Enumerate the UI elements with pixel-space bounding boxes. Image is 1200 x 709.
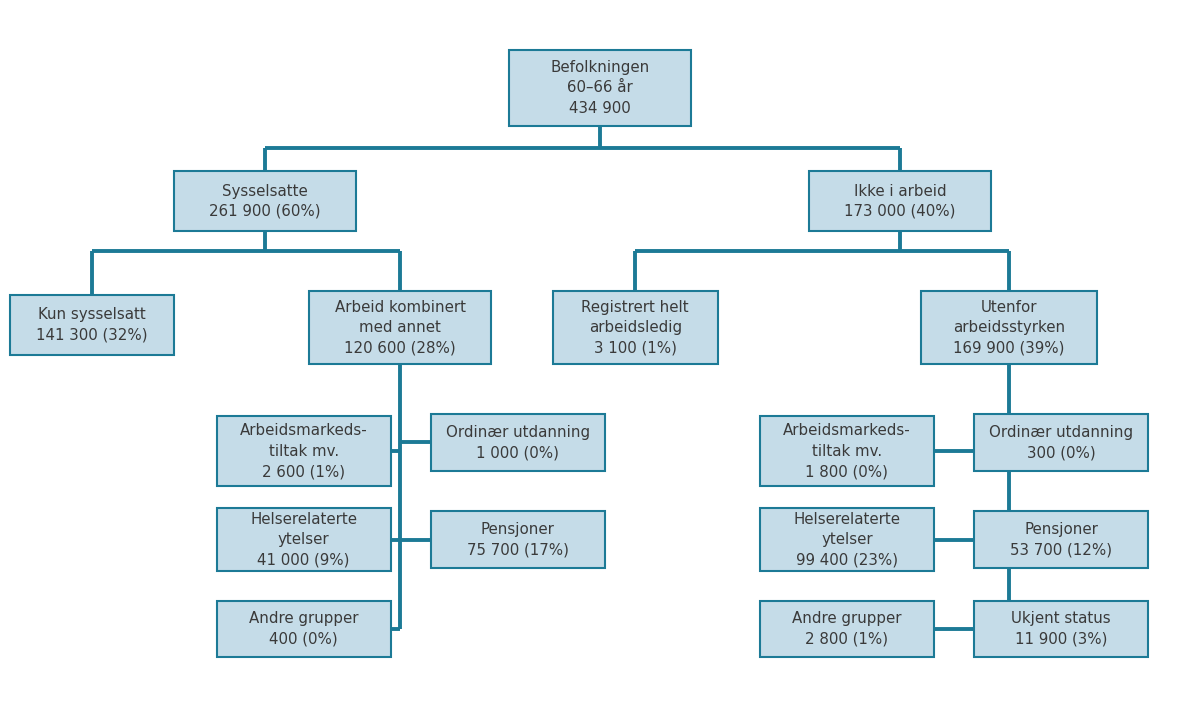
Text: Registrert helt
arbeidsledig
3 100 (1%): Registrert helt arbeidsledig 3 100 (1%): [582, 300, 689, 356]
FancyBboxPatch shape: [431, 511, 605, 568]
FancyBboxPatch shape: [308, 291, 491, 364]
Text: Andre grupper
400 (0%): Andre grupper 400 (0%): [248, 611, 359, 647]
FancyBboxPatch shape: [553, 291, 718, 364]
Text: Andre grupper
2 800 (1%): Andre grupper 2 800 (1%): [792, 611, 901, 647]
Text: Arbeidsmarkeds-
tiltak mv.
2 600 (1%): Arbeidsmarkeds- tiltak mv. 2 600 (1%): [240, 423, 367, 479]
FancyBboxPatch shape: [922, 291, 1098, 364]
Text: Helserelaterte
ytelser
99 400 (23%): Helserelaterte ytelser 99 400 (23%): [793, 512, 900, 568]
Text: Ikke i arbeid
173 000 (40%): Ikke i arbeid 173 000 (40%): [844, 184, 955, 219]
Text: Utenfor
arbeidsstyrken
169 900 (39%): Utenfor arbeidsstyrken 169 900 (39%): [953, 300, 1066, 356]
FancyBboxPatch shape: [974, 511, 1148, 568]
FancyBboxPatch shape: [217, 601, 391, 657]
FancyBboxPatch shape: [974, 601, 1148, 657]
Text: Helserelaterte
ytelser
41 000 (9%): Helserelaterte ytelser 41 000 (9%): [250, 512, 358, 568]
FancyBboxPatch shape: [217, 508, 391, 571]
FancyBboxPatch shape: [809, 172, 991, 231]
Text: Pensjoner
75 700 (17%): Pensjoner 75 700 (17%): [467, 522, 569, 557]
Text: Pensjoner
53 700 (12%): Pensjoner 53 700 (12%): [1010, 522, 1112, 557]
FancyBboxPatch shape: [431, 414, 605, 471]
Text: Ordinær utdanning
300 (0%): Ordinær utdanning 300 (0%): [989, 425, 1133, 460]
FancyBboxPatch shape: [10, 294, 174, 354]
FancyBboxPatch shape: [509, 50, 691, 126]
Text: Ukjent status
11 900 (3%): Ukjent status 11 900 (3%): [1012, 611, 1111, 647]
Text: Arbeidsmarkeds-
tiltak mv.
1 800 (0%): Arbeidsmarkeds- tiltak mv. 1 800 (0%): [784, 423, 911, 479]
FancyBboxPatch shape: [760, 416, 934, 486]
FancyBboxPatch shape: [174, 172, 356, 231]
FancyBboxPatch shape: [760, 601, 934, 657]
Text: Sysselsatte
261 900 (60%): Sysselsatte 261 900 (60%): [209, 184, 320, 219]
FancyBboxPatch shape: [217, 416, 391, 486]
Text: Ordinær utdanning
1 000 (0%): Ordinær utdanning 1 000 (0%): [445, 425, 589, 460]
FancyBboxPatch shape: [760, 508, 934, 571]
FancyBboxPatch shape: [974, 414, 1148, 471]
Text: Befolkningen
60–66 år
434 900: Befolkningen 60–66 år 434 900: [551, 60, 649, 116]
Text: Arbeid kombinert
med annet
120 600 (28%): Arbeid kombinert med annet 120 600 (28%): [335, 300, 466, 356]
Text: Kun sysselsatt
141 300 (32%): Kun sysselsatt 141 300 (32%): [36, 307, 148, 342]
